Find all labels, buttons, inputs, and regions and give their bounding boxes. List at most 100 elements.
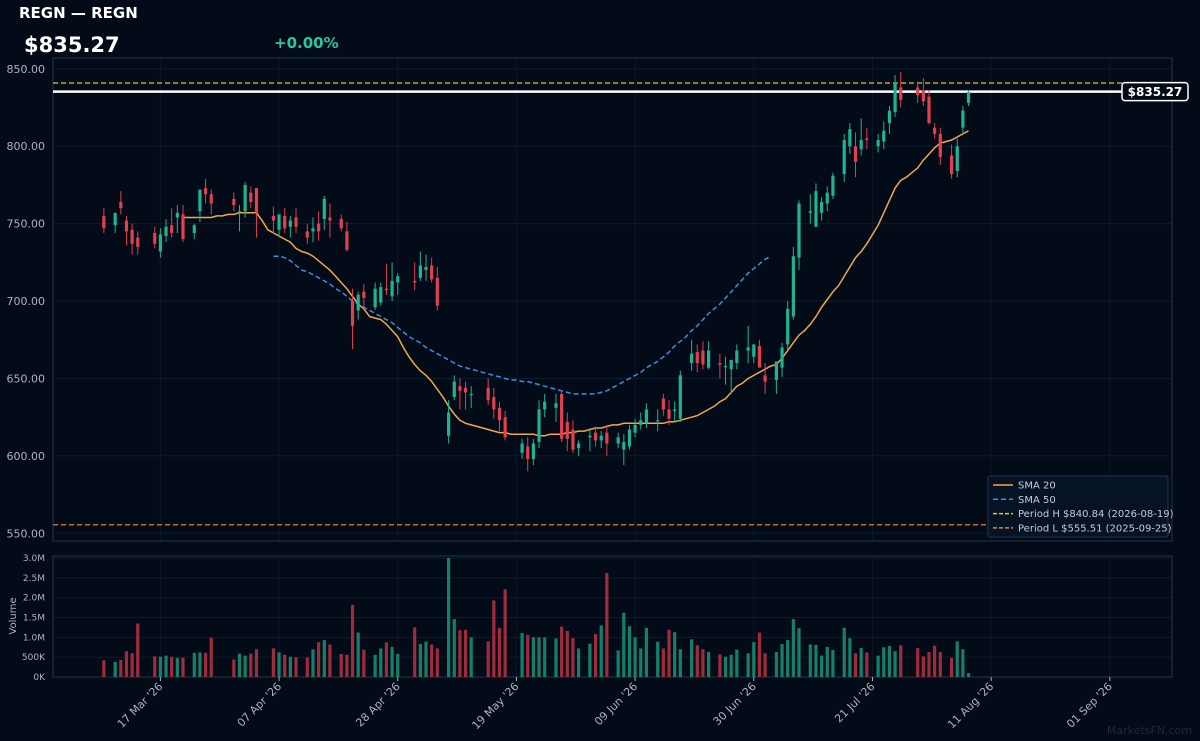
volume-bar [706,652,711,677]
candle [435,266,439,311]
candle-body [153,232,157,244]
volume-bar [322,640,326,677]
candle [447,400,451,444]
candle-body [938,133,942,158]
candle [350,288,355,350]
candle [277,214,281,238]
legend-box [987,475,1169,538]
volume-bar [667,629,671,677]
volume-tick-label: 1.5M [23,613,45,623]
volume-tick-label: 2.5M [23,574,45,584]
price-tick-label: 700.00 [7,295,46,308]
candle [130,223,134,255]
candle-body [961,110,965,128]
candle-body [102,215,106,229]
candle [209,189,213,215]
candle-body [170,225,174,233]
date-tick-label: 17 Mar '26 [115,680,166,731]
volume-bar [921,656,925,677]
legend: SMA 20 SMA 50 Period H $840.84 (2026-08-19… [987,475,1174,538]
candle [814,183,818,227]
volume-bar [644,627,649,677]
volume-tick-label: 500K [22,653,46,663]
date-tick-label: 09 Jun '26 [592,680,640,728]
candle [328,203,332,238]
candle [254,188,259,238]
volume-bar [424,641,428,677]
volume-tick-label: 2.0M [23,594,45,604]
candle-body [294,217,298,227]
candle [181,205,185,243]
volume-bar [723,656,728,677]
candle-body [237,211,242,213]
volume-bar [362,649,366,677]
candle [667,400,671,425]
candle [158,228,162,258]
candle-body [328,217,332,221]
volume-bar [203,652,208,677]
candle-body [356,294,360,311]
candle-body [113,212,117,226]
candle-body [791,256,795,317]
volume-bar [588,643,592,677]
candle [576,440,581,456]
volume-bar [605,573,609,677]
candle-body [571,429,575,450]
volume-bar [678,649,682,677]
candle [616,432,620,449]
candle [966,90,971,106]
candle [661,393,665,416]
volume-bar [616,650,620,677]
candle [175,205,179,233]
volume-bar [560,626,564,677]
volume-bar [102,660,106,677]
volume-bar [865,652,869,677]
candle-body [254,188,259,213]
candle [294,208,298,233]
candle-body [622,441,626,450]
candle [492,387,496,419]
volume-bar [825,646,829,677]
candle [673,401,677,422]
candle-body [633,424,637,433]
candle-body [249,192,253,202]
candle [763,362,767,394]
volume-bar [961,649,965,677]
candle-body [209,194,213,204]
candle-body [921,90,925,102]
candle [797,200,801,271]
candle [746,325,750,363]
candle [859,118,863,156]
candle-body [656,420,660,422]
volume-bar [876,655,880,677]
volume-bar [384,642,389,677]
volume-bar [447,557,451,677]
candle-body [203,188,208,195]
candle [396,273,400,295]
candle-body [175,212,179,218]
volume-bar [283,654,287,677]
candle-body [503,417,507,438]
candle [644,403,649,428]
candle [961,105,965,134]
candle-body [520,443,524,453]
candle [825,186,829,212]
candle [791,246,795,320]
candle-body [746,347,750,351]
candle-body [305,231,309,238]
candle-body [735,350,739,363]
volume-bar [627,626,632,677]
candle [690,339,694,371]
legend-entry: Period H $840.84 (2026-08-19) [1018,509,1174,520]
candle-body [893,82,897,113]
volume-bar [661,648,665,677]
candle-body [492,397,496,410]
candle-body [537,409,541,442]
volume-bar [526,634,530,677]
legend-entry: Period L $555.51 (2025-09-25) [1018,523,1172,534]
volume-bar [418,644,422,677]
volume-tick-label: 0K [33,673,46,683]
candle-body [701,350,705,365]
candle-body [774,361,778,380]
